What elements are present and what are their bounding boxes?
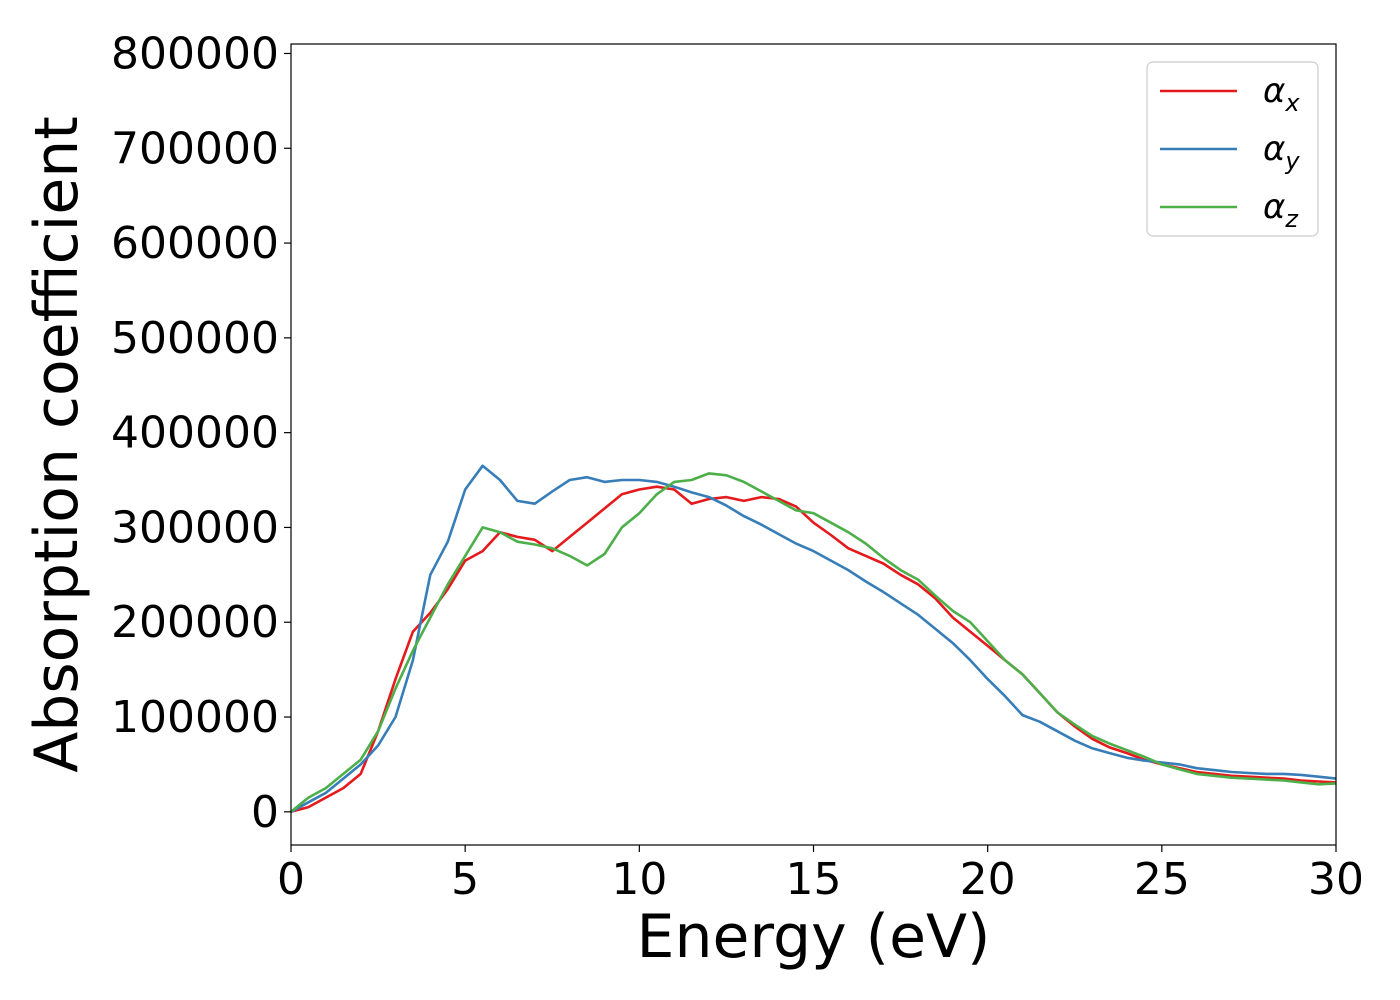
x-tick-label: 15 bbox=[786, 854, 842, 905]
y-tick-label: 700000 bbox=[111, 123, 279, 174]
series-line-y bbox=[290, 464, 1337, 813]
y-tick-label: 0 bbox=[251, 787, 279, 838]
y-tick-label: 400000 bbox=[111, 408, 279, 459]
x-tick-label: 30 bbox=[1308, 854, 1364, 905]
x-tick-label: 20 bbox=[960, 854, 1016, 905]
x-axis: 0 5 10 15 20 25 30 bbox=[277, 845, 1364, 905]
x-axis-title: Energy (eV) bbox=[637, 902, 991, 972]
series-layer bbox=[290, 464, 1337, 814]
y-tick-label: 300000 bbox=[111, 502, 279, 553]
x-tick-label: 25 bbox=[1134, 854, 1190, 905]
legend-label-x: αx bbox=[1263, 71, 1300, 117]
y-tick-label: 800000 bbox=[111, 28, 279, 79]
legend-label-y: αy bbox=[1263, 129, 1300, 175]
legend: αx αy αz bbox=[1146, 61, 1319, 237]
x-tick-label: 10 bbox=[611, 854, 667, 905]
series-line-x bbox=[290, 485, 1337, 814]
y-tick-label: 500000 bbox=[111, 313, 279, 364]
legend-label-z: αz bbox=[1263, 187, 1299, 233]
x-tick-label: 0 bbox=[277, 854, 305, 905]
plot-frame bbox=[290, 43, 1337, 846]
y-axis-title: Absorption coefficient bbox=[22, 116, 92, 773]
y-tick-label: 600000 bbox=[111, 218, 279, 269]
y-tick-label: 200000 bbox=[111, 597, 279, 648]
x-tick-label: 5 bbox=[451, 854, 479, 905]
y-tick-label: 100000 bbox=[111, 692, 279, 743]
y-axis: 0 100000 200000 300000 400000 500000 600000 700… bbox=[111, 28, 291, 838]
series-line-z bbox=[290, 472, 1337, 813]
